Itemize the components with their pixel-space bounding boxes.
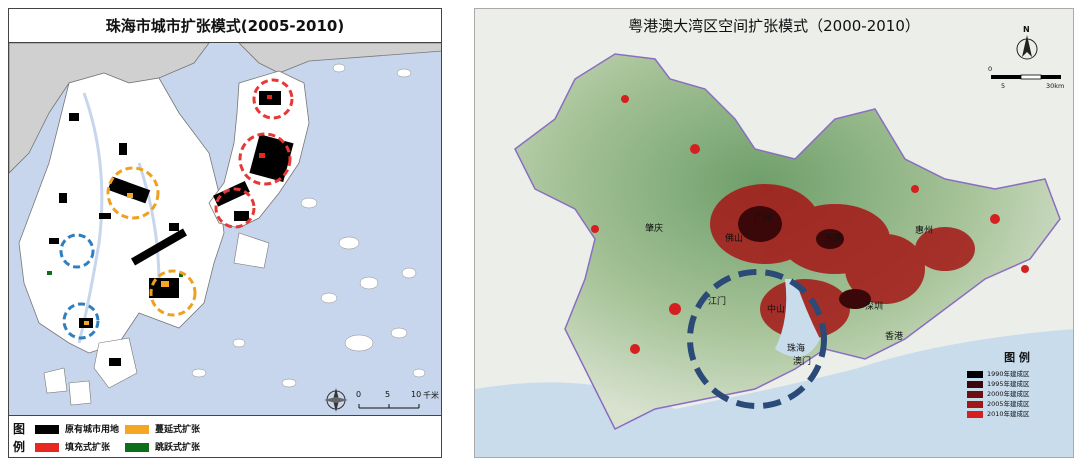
- compass-icon: [324, 388, 348, 412]
- zhuhai-map-title: 珠海市城市扩张模式(2005-2010): [9, 9, 441, 43]
- left-scale-5: 5: [385, 390, 391, 399]
- north-label: N: [1023, 25, 1030, 34]
- legend-swatch-leapfrog: [125, 443, 149, 452]
- gba-legend-1995: 1995年建成区: [967, 379, 1067, 389]
- zhuhai-map-svg: [9, 42, 441, 412]
- gba-legend: 图 例 1990年建成区 1995年建成区 2000年建成区 2005年建成区 …: [967, 349, 1067, 419]
- zhuhai-map: 0 5 10 千米: [9, 42, 441, 415]
- left-scale-0: 0: [356, 390, 362, 399]
- gba-legend-2010: 2010年建成区: [967, 409, 1067, 419]
- legend-swatch-original: [35, 425, 59, 434]
- gba-swatch-1990: [967, 370, 983, 378]
- city-jiangmen: 江门: [708, 297, 727, 307]
- city-huizhou: 惠州: [915, 226, 934, 236]
- right-scale-bot30: 30km: [1046, 82, 1065, 90]
- legend-swatch-sprawl: [125, 425, 149, 434]
- legend-swatch-infill: [35, 443, 59, 452]
- gba-legend-1990: 1990年建成区: [967, 369, 1067, 379]
- gba-map-title: 粤港澳大湾区空间扩张模式（2000-2010）: [628, 17, 920, 35]
- gba-legend-2005: 2005年建成区: [967, 399, 1067, 409]
- city-guangzhou: 广州: [754, 214, 773, 224]
- right-scale-bot5: 5: [1001, 82, 1006, 90]
- gba-swatch-1995: [967, 380, 983, 388]
- city-zhongshan: 中山: [767, 305, 786, 315]
- zhuhai-map-panel: 珠海市城市扩张模式(2005-2010): [8, 8, 442, 458]
- right-scale-top0: 0: [988, 65, 993, 73]
- legend-item-original: 原有城市用地: [35, 424, 119, 436]
- city-zhuhai: 珠海: [787, 344, 806, 354]
- legend-caption: 图例: [13, 422, 26, 454]
- city-foshan: 佛山: [725, 234, 744, 244]
- north-arrow-icon: [1016, 35, 1038, 60]
- zhuhai-legend: 图例 原有城市用地 蔓延式扩张 填充式扩张 跳跃式扩张: [9, 415, 441, 457]
- city-zhaoqing: 肇庆: [645, 224, 664, 234]
- city-macau: 澳门: [793, 357, 812, 367]
- gba-legend-2000: 2000年建成区: [967, 389, 1067, 399]
- gba-swatch-2010: [967, 410, 983, 418]
- city-hongkong: 香港: [885, 332, 904, 342]
- gba-map-panel: 粤港澳大湾区空间扩张模式（2000-2010） N 0 5 30km 肇庆 广州…: [474, 8, 1074, 458]
- left-scale-unit: 千米: [423, 391, 439, 400]
- legend-item-infill: 填充式扩张: [35, 442, 110, 454]
- city-dongguan: 东莞: [825, 234, 844, 244]
- city-shenzhen: 深圳: [865, 302, 884, 312]
- gba-swatch-2000: [967, 390, 983, 398]
- legend-item-sprawl: 蔓延式扩张: [125, 424, 200, 436]
- gba-legend-caption: 图 例: [1004, 351, 1030, 364]
- left-scale-10: 10: [411, 390, 422, 399]
- legend-item-leapfrog: 跳跃式扩张: [125, 442, 200, 454]
- gba-swatch-2005: [967, 400, 983, 408]
